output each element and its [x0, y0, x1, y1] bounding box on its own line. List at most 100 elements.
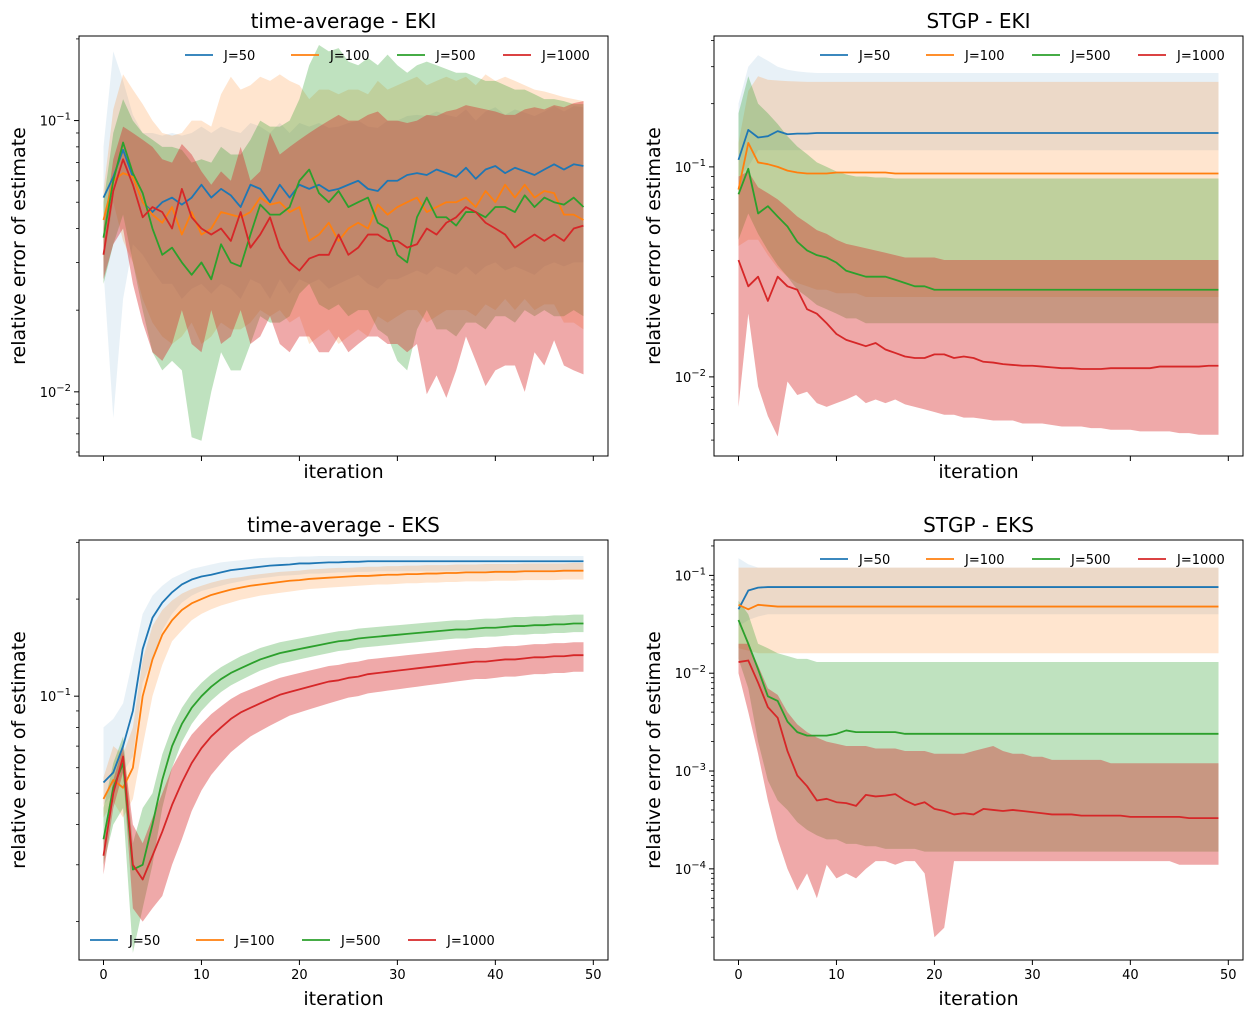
- legend: J=50 J=100 J=500 J=1000: [820, 553, 1225, 568]
- y-tick-base: 10: [675, 569, 692, 584]
- plot-area: [737, 558, 1219, 938]
- y-tick-exponent: −2: [691, 664, 706, 675]
- band-j-1000: [738, 171, 1219, 437]
- legend-entry: J=100: [964, 553, 1005, 568]
- y-tick-label: 10−3: [675, 762, 706, 780]
- y-tick-label: 10−1: [675, 158, 706, 176]
- y-tick-exponent: −2: [691, 368, 706, 379]
- band-j-100: [103, 74, 584, 345]
- line-j-100: [102, 172, 584, 242]
- y-tick-label: 10−2: [675, 664, 706, 682]
- x-tick-label: 20: [926, 968, 943, 983]
- x-tick-label: 40: [1122, 968, 1139, 983]
- line-j-100: [737, 142, 1219, 190]
- legend-entry: J=100: [234, 934, 275, 949]
- legend-entry: J=50: [223, 49, 255, 64]
- axes-frame: [713, 539, 1244, 961]
- y-tick-label: 10−4: [675, 860, 706, 878]
- line-j-1000: [102, 158, 584, 272]
- x-tick-label: 0: [99, 968, 107, 983]
- band-j-50: [738, 55, 1219, 177]
- y-axis-label: relative error of estimate: [8, 631, 30, 869]
- chart-title: time-average - EKS: [247, 513, 440, 537]
- legend-entry: J=50: [128, 934, 160, 949]
- line-j-500: [102, 141, 585, 281]
- line-j-1000: [102, 654, 584, 881]
- x-tick-label: 50: [1220, 968, 1237, 983]
- line-j-50: [102, 560, 584, 784]
- line-j-100: [738, 603, 1219, 611]
- x-axis-label: iteration: [303, 988, 383, 1010]
- x-axis-label: iteration: [303, 461, 383, 483]
- legend-entry: J=500: [1070, 49, 1111, 64]
- legend: J=50 J=100 J=500 J=1000: [820, 49, 1225, 64]
- y-tick-exponent: −2: [56, 383, 71, 394]
- y-tick-base: 10: [40, 690, 57, 705]
- legend: J=50 J=100 J=500 J=1000: [90, 934, 495, 949]
- line-j-100: [102, 569, 584, 800]
- line-j-500: [737, 167, 1219, 291]
- line-j-1000: [738, 659, 1219, 820]
- y-axis-label: relative error of estimate: [643, 631, 665, 869]
- x-axis-label: iteration: [938, 461, 1018, 483]
- band-j-1000: [738, 643, 1219, 938]
- line-j-50: [737, 586, 1219, 610]
- line-j-50: [737, 128, 1219, 161]
- legend-entry: J=500: [435, 49, 476, 64]
- legend-entry: J=500: [340, 934, 381, 949]
- band-j-100: [738, 76, 1219, 298]
- band-j-50: [738, 558, 1219, 627]
- y-tick-exponent: −4: [691, 860, 706, 871]
- chart-title: time-average - EKI: [251, 9, 437, 33]
- y-tick-exponent: −1: [691, 158, 706, 169]
- legend-entry: J=50: [858, 553, 890, 568]
- y-tick-label: 10−2: [675, 368, 706, 386]
- legend-entry: J=1000: [1176, 49, 1225, 64]
- x-tick-label: 0: [734, 968, 742, 983]
- x-tick-label: 10: [193, 968, 210, 983]
- legend-entry: J=1000: [541, 49, 590, 64]
- legend-entry: J=50: [858, 49, 890, 64]
- y-tick-exponent: −3: [691, 762, 706, 773]
- legend-entry: J=500: [1070, 553, 1111, 568]
- plot-area: [737, 55, 1219, 437]
- line-j-500: [737, 619, 1219, 737]
- line-j-500: [102, 622, 584, 871]
- plot-area: [102, 44, 585, 441]
- band-j-100: [738, 567, 1219, 654]
- x-tick-label: 30: [389, 968, 406, 983]
- x-tick-label: 50: [585, 968, 602, 983]
- line-j-50: [102, 148, 584, 213]
- band-j-500: [738, 76, 1219, 324]
- y-tick-label: 10−2: [40, 383, 71, 401]
- y-tick-base: 10: [675, 161, 692, 176]
- y-tick-exponent: −1: [56, 687, 71, 698]
- y-tick-label: 10−1: [40, 687, 71, 705]
- legend: J=50 J=100 J=500 J=1000: [185, 49, 590, 64]
- y-tick-base: 10: [675, 765, 692, 780]
- legend-entry: J=100: [964, 49, 1005, 64]
- y-tick-base: 10: [40, 386, 57, 401]
- x-tick-label: 40: [487, 968, 504, 983]
- x-tick-label: 10: [828, 968, 845, 983]
- y-tick-exponent: −1: [691, 566, 706, 577]
- y-axis-label: relative error of estimate: [643, 127, 665, 365]
- axes-frame: [78, 35, 609, 457]
- chart-title: STGP - EKI: [926, 9, 1030, 33]
- y-tick-base: 10: [675, 863, 692, 878]
- chart-title: STGP - EKS: [923, 513, 1034, 537]
- y-tick-base: 10: [40, 115, 57, 130]
- y-tick-label: 10−1: [40, 112, 71, 130]
- x-tick-label: 20: [291, 968, 308, 983]
- legend-entry: J=1000: [446, 934, 495, 949]
- band-j-1000: [103, 101, 584, 398]
- axes-frame: [713, 35, 1244, 457]
- legend-entry: J=100: [329, 49, 370, 64]
- x-axis-label: iteration: [938, 988, 1018, 1010]
